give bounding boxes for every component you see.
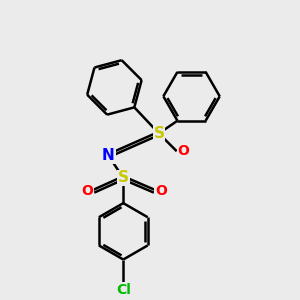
- Text: N: N: [102, 148, 115, 163]
- Text: Cl: Cl: [116, 283, 131, 297]
- Text: S: S: [118, 170, 129, 185]
- Text: O: O: [81, 184, 93, 198]
- Text: O: O: [155, 184, 167, 198]
- Text: O: O: [177, 144, 189, 158]
- Text: S: S: [153, 126, 164, 141]
